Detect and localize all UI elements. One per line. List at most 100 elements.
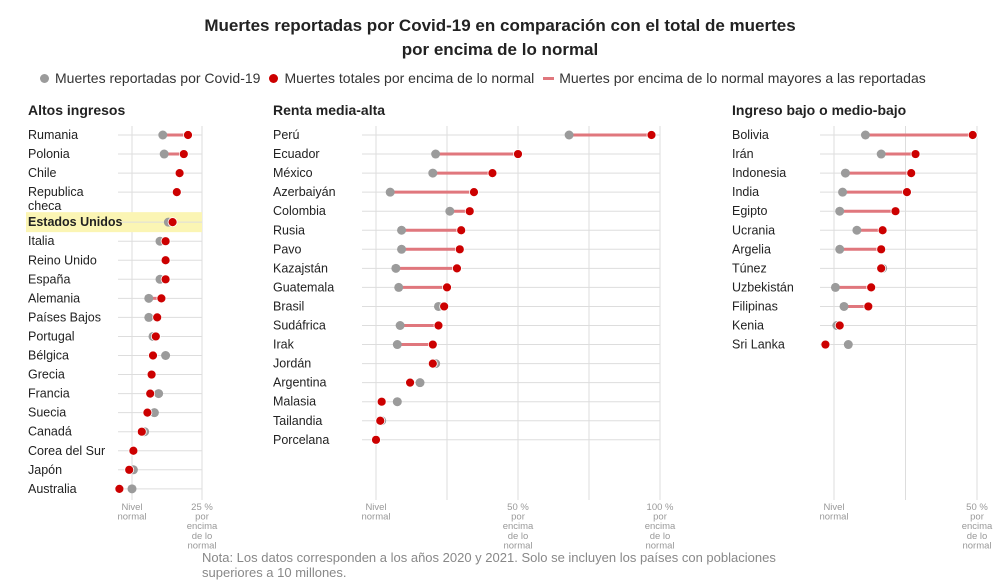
excess-dot bbox=[152, 312, 163, 323]
country-label-line: Indonesia bbox=[732, 166, 786, 180]
excess-dot bbox=[114, 483, 125, 494]
reported-dot bbox=[392, 340, 402, 350]
country-label: Estados Unidos bbox=[28, 215, 123, 229]
country-label: Suecia bbox=[28, 406, 66, 420]
axis-tick-label-line: encima bbox=[645, 521, 676, 532]
axis-tick-label-line: de lo bbox=[967, 531, 988, 542]
excess-dot bbox=[456, 225, 467, 236]
excess-dot bbox=[452, 263, 462, 274]
reported-dot bbox=[397, 225, 407, 235]
reported-dot bbox=[391, 263, 401, 273]
country-label-line: Azerbaiyán bbox=[273, 185, 336, 199]
axis-tick-label-line: por bbox=[653, 512, 667, 523]
country-label-line: Kenia bbox=[732, 319, 764, 333]
country-label-line: Sri Lanka bbox=[732, 338, 785, 352]
country-label-line: Irán bbox=[732, 147, 754, 161]
axis-tick-label-line: 100 % bbox=[647, 502, 674, 513]
excess-dot bbox=[967, 130, 978, 140]
country-label-line: Rumania bbox=[28, 128, 78, 142]
excess-dot bbox=[427, 339, 438, 350]
reported-dot bbox=[415, 378, 425, 388]
country-label-line: Guatemala bbox=[273, 280, 334, 294]
axis-tick-label-line: 25 % bbox=[191, 502, 213, 513]
reported-dot bbox=[838, 187, 848, 197]
reported-dot bbox=[395, 321, 405, 330]
axis-tick-label: 50 % por encima de lo normal bbox=[503, 502, 534, 551]
excess-dot bbox=[171, 187, 182, 198]
country-label-line: Tailandia bbox=[273, 414, 322, 428]
legend-reported: Muertes reportadas por Covid-19 bbox=[40, 70, 260, 86]
country-label: Brasil bbox=[273, 299, 304, 313]
axis-tick-label-line: normal bbox=[819, 512, 848, 523]
country-label: Argentina bbox=[273, 376, 327, 390]
axis-tick-label-line: normal bbox=[962, 540, 991, 551]
axis-tick-label-line: Nivel bbox=[121, 502, 142, 513]
country-label-line: Bélgica bbox=[28, 349, 69, 363]
axis-tick-label-line: normal bbox=[187, 540, 216, 551]
country-label-line: Alemania bbox=[28, 291, 80, 305]
legend-gap: Muertes por encima de lo normal mayores … bbox=[543, 70, 926, 86]
panel-title: Renta media-alta bbox=[273, 102, 385, 118]
country-label: Bélgica bbox=[28, 349, 69, 363]
reported-dot bbox=[158, 130, 168, 140]
reported-dot bbox=[860, 130, 870, 140]
country-label: Portugal bbox=[28, 329, 75, 343]
country-label: Jordán bbox=[273, 357, 311, 371]
country-label: Japón bbox=[28, 463, 62, 477]
country-label: Australia bbox=[28, 482, 77, 496]
country-label-line: Polonia bbox=[28, 147, 70, 161]
country-label: Bolivia bbox=[732, 128, 769, 142]
country-label: Grecia bbox=[28, 368, 65, 382]
red-dot-icon bbox=[269, 73, 279, 83]
country-label-line: Malasia bbox=[273, 395, 316, 409]
excess-dot bbox=[487, 168, 498, 179]
excess-dot bbox=[427, 358, 438, 369]
country-label: Republica checa bbox=[28, 185, 84, 213]
axis-tick-label-line: normal bbox=[503, 540, 532, 551]
excess-dot bbox=[376, 396, 387, 407]
country-label: Alemania bbox=[28, 291, 80, 305]
country-label-line: Porcelana bbox=[273, 433, 329, 447]
country-label: Indonesia bbox=[732, 166, 786, 180]
country-label: Rumania bbox=[28, 128, 78, 142]
reported-dot bbox=[392, 397, 402, 407]
country-label: Colombia bbox=[273, 204, 326, 218]
country-label-line: Portugal bbox=[28, 329, 75, 343]
country-label-line: México bbox=[273, 166, 313, 180]
excess-dot bbox=[834, 320, 845, 331]
country-label: Uzbekistán bbox=[732, 280, 794, 294]
country-label-line: Republica bbox=[28, 185, 84, 199]
excess-dot bbox=[142, 407, 153, 418]
excess-dot bbox=[136, 426, 147, 437]
reported-dot bbox=[876, 149, 886, 159]
country-label-line: Bolivia bbox=[732, 128, 769, 142]
country-label: India bbox=[732, 185, 759, 199]
excess-dot bbox=[469, 187, 479, 198]
country-label-line: Argentina bbox=[273, 376, 327, 390]
excess-dot bbox=[902, 187, 912, 198]
country-label-line: Argelia bbox=[732, 242, 771, 256]
reported-dot bbox=[431, 149, 441, 159]
reported-dot bbox=[154, 389, 164, 399]
reported-dot bbox=[564, 130, 574, 140]
reported-dot bbox=[840, 168, 850, 178]
panel-title: Ingreso bajo o medio-bajo bbox=[732, 102, 906, 118]
excess-dot bbox=[820, 339, 831, 350]
excess-dot bbox=[890, 206, 901, 217]
country-label-line: Japón bbox=[28, 463, 62, 477]
footnote: Nota: Los datos corresponden a los años … bbox=[202, 550, 822, 580]
legend-reported-label: Muertes reportadas por Covid-19 bbox=[55, 70, 261, 86]
country-label-line: Países Bajos bbox=[28, 310, 101, 324]
axis-tick-label: 50 % por encima de lo normal bbox=[962, 502, 993, 551]
country-label-line: Irak bbox=[273, 338, 295, 352]
country-label: Tailandia bbox=[273, 414, 322, 428]
excess-dot bbox=[174, 168, 185, 179]
excess-dot bbox=[150, 331, 161, 342]
country-label-line: Ecuador bbox=[273, 147, 320, 161]
country-label-line: Rusia bbox=[273, 223, 305, 237]
reported-dot bbox=[385, 187, 395, 197]
country-label-line: Ucrania bbox=[732, 223, 775, 237]
legend: Muertes reportadas por Covid-19 Muertes … bbox=[40, 70, 935, 86]
excess-dot bbox=[160, 274, 171, 285]
